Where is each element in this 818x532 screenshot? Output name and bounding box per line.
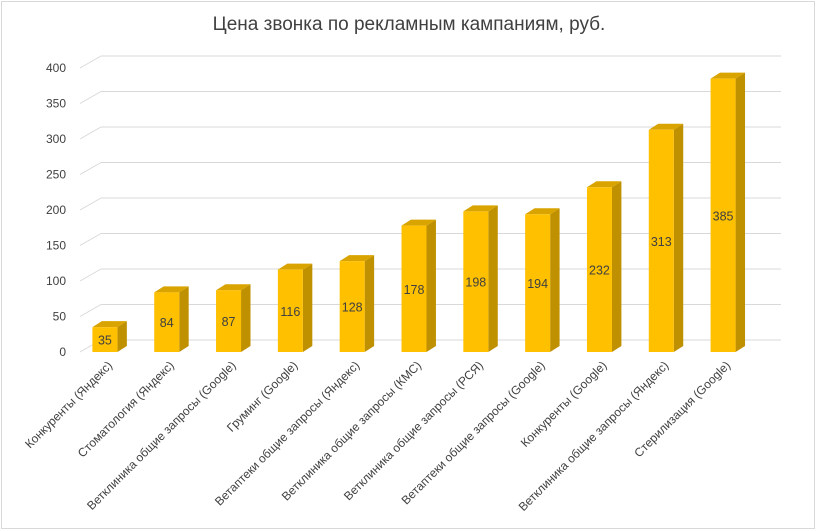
bar-top [216,284,251,291]
data-label: 232 [589,264,610,278]
data-label: 35 [98,334,112,348]
bar [463,211,489,352]
bar-top [710,72,746,79]
chart-title: Цена звонка по рекламным кампаниям, руб. [213,14,606,35]
bar-side [179,286,189,352]
data-label: 385 [713,209,734,223]
data-label: 128 [342,301,363,315]
y-tick-label: 100 [46,274,66,288]
y-tick-label: 400 [46,61,66,75]
gridline-depth [79,304,102,317]
bar-side [364,255,375,352]
bar-top [463,205,498,212]
bar-side [550,208,560,352]
bar-side [426,219,436,352]
bar [216,290,242,352]
bar-side [673,123,684,353]
data-label: 313 [651,235,672,249]
bar-side [302,263,313,352]
bar [92,327,118,352]
y-tick-label: 0 [59,345,66,359]
data-label: 84 [160,316,174,330]
bar-side [241,284,251,352]
y-tick-label: 350 [46,97,66,111]
bar [648,129,674,352]
bar-side [117,321,127,352]
bar [339,261,365,352]
bar-top [401,219,436,226]
bar-top [648,123,684,130]
bar [525,214,551,352]
bar [401,225,427,352]
bar-top [339,255,375,262]
bar-series: 35 84 87 116 128 178 198 194 232 313 385 [92,72,746,353]
data-label: 178 [404,283,425,297]
bar-side [488,205,498,352]
bar-side [735,72,746,353]
gridline-depth [79,197,102,211]
y-tick-label: 50 [53,310,67,324]
bar-top [525,208,560,215]
y-tick-label: 250 [46,168,66,182]
y-axis: 0 50 100 150 200 250 300 350 400 [46,61,66,359]
gridline-depth [79,126,102,140]
bar-top [586,181,622,188]
y-tick-label: 150 [46,239,66,253]
y-tick-label: 300 [46,132,66,146]
gridline-depth [79,268,102,282]
gridline-depth [79,162,102,175]
y-tick-label: 200 [46,203,66,217]
bar [586,187,612,352]
bar-top [154,286,189,293]
data-label: 87 [222,315,236,329]
gridline-depth [79,233,102,246]
bar-top [277,263,313,270]
bar-side [611,181,622,352]
data-label: 116 [280,305,300,319]
bar-top [92,321,127,328]
gridline-depth [79,55,102,69]
bar [710,78,736,353]
data-label: 194 [527,277,548,291]
gridline-depth [79,91,102,104]
bar [154,292,180,352]
bar [277,269,303,352]
data-label: 198 [465,276,486,290]
x-axis: Конкуренты (Яндекс)Стоматология (Яндекс)… [22,358,733,514]
